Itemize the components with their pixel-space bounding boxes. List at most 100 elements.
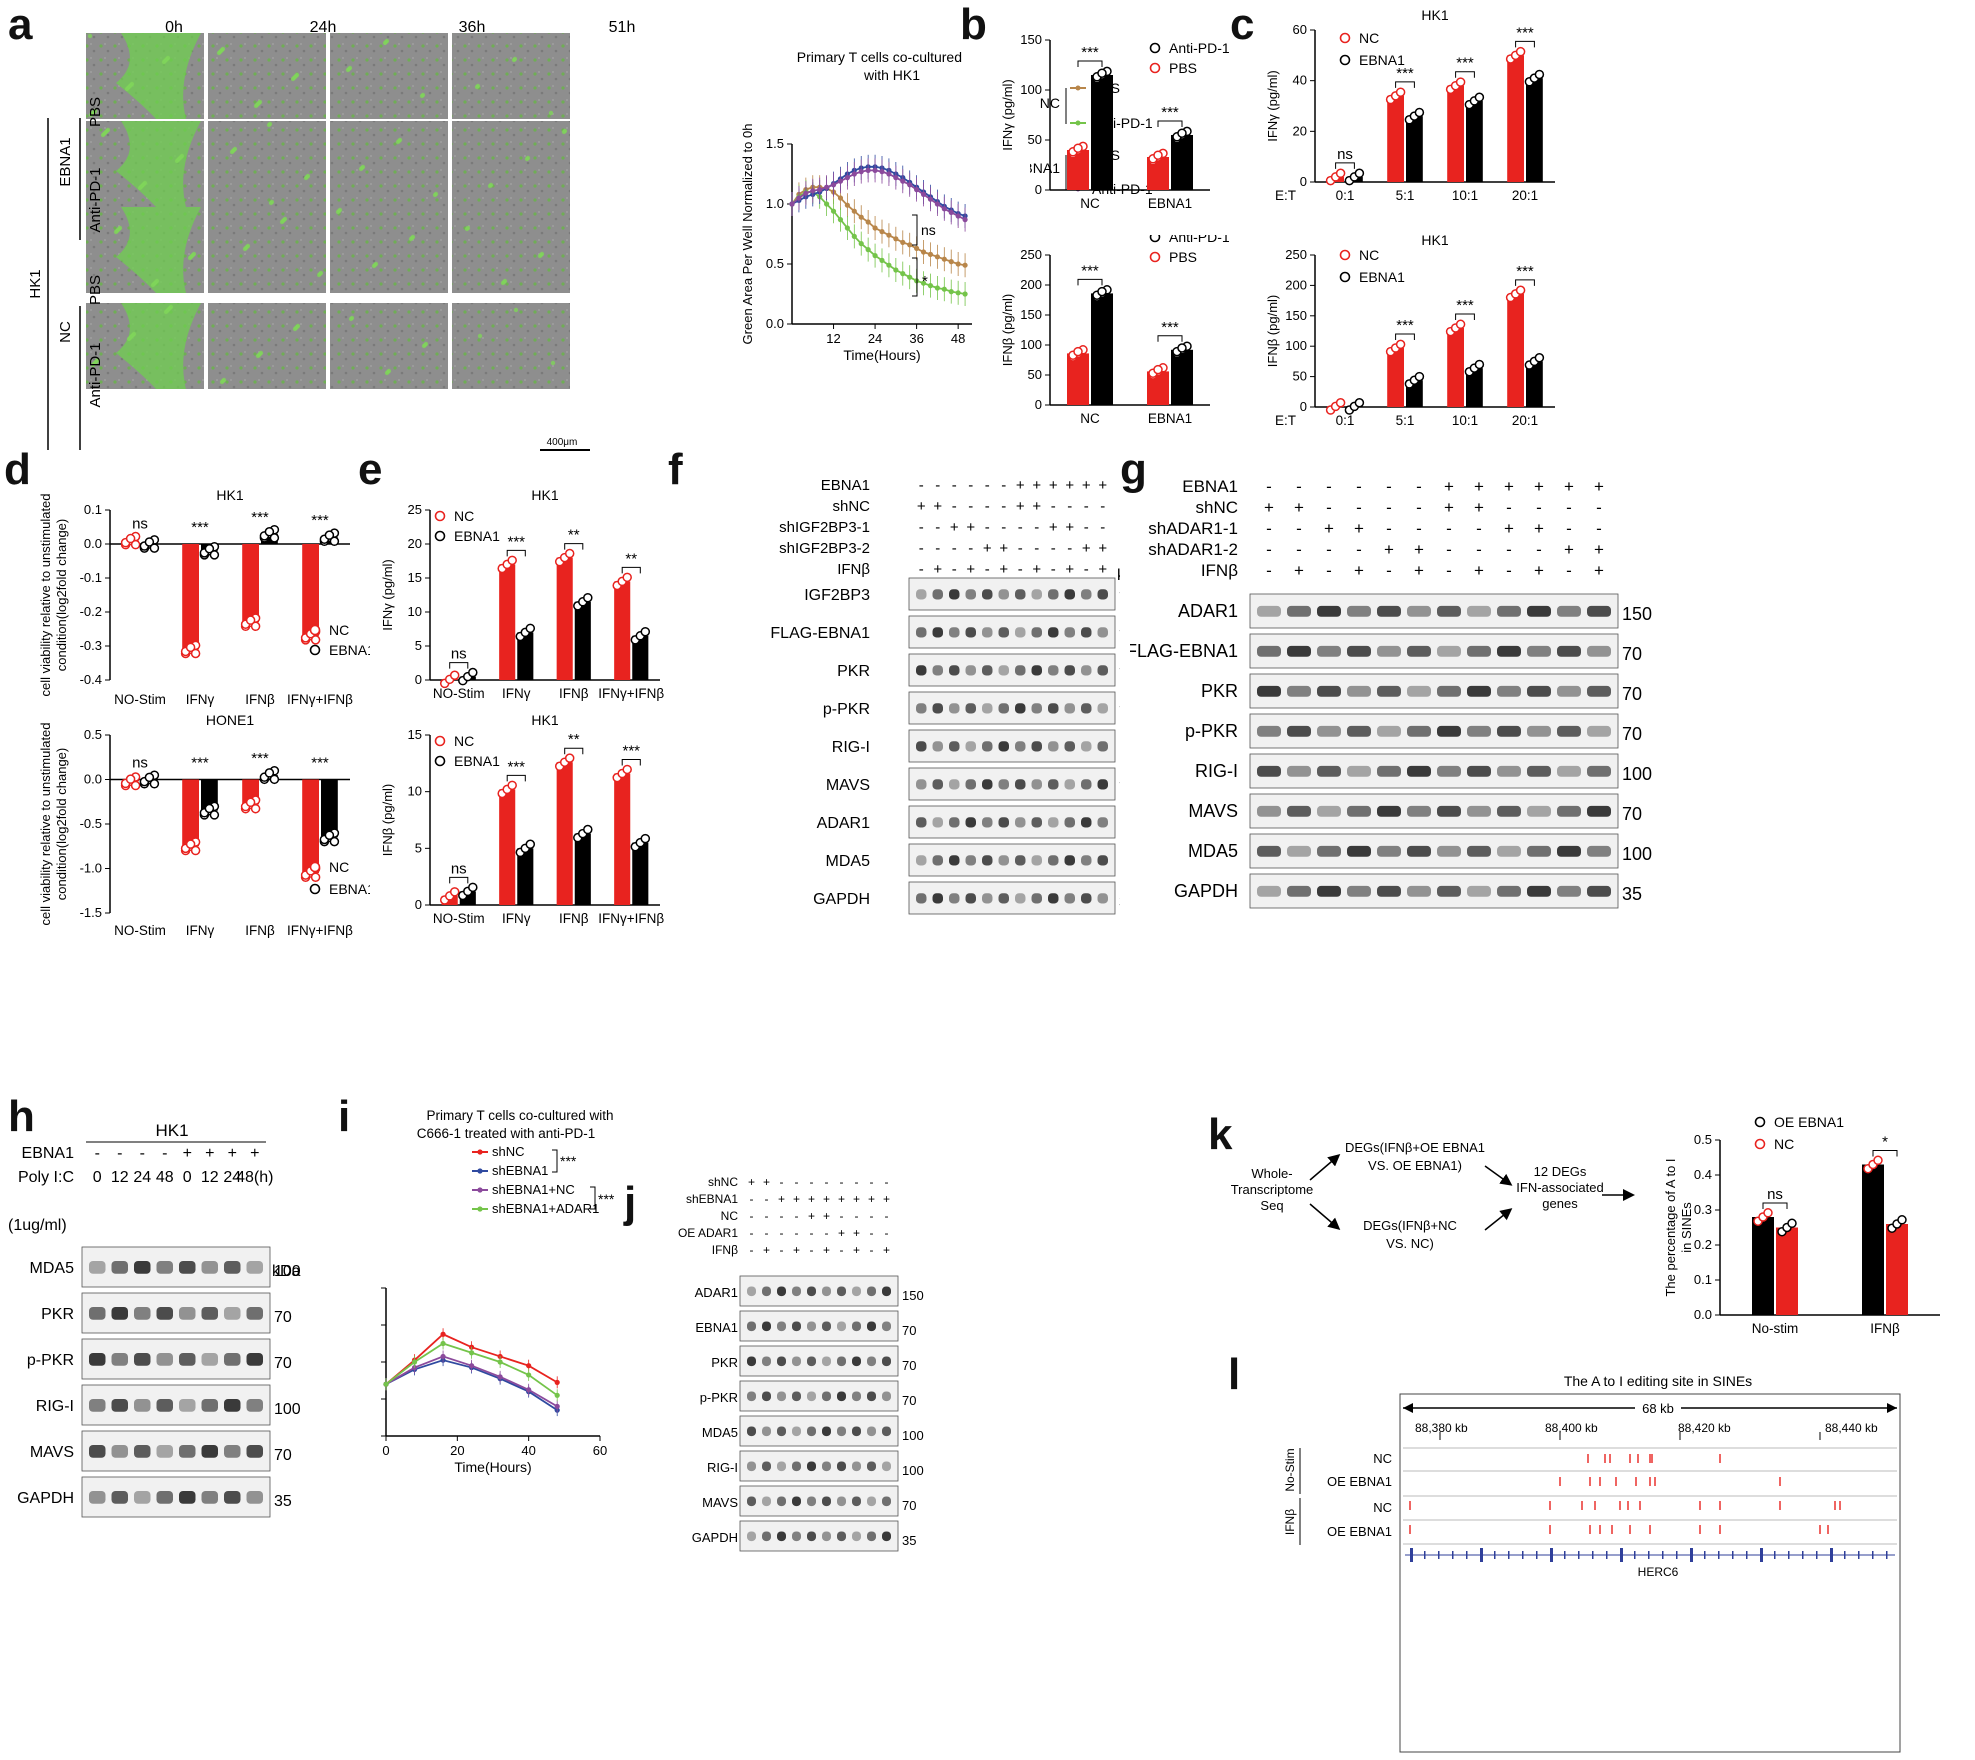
blot-kda: 70 — [1622, 724, 1642, 744]
blot-h: EBNA1- - - - + + + +Poly I:C 0 12 24 48 0 12 2448(h)kD… — [8, 1121, 301, 1518]
blot-band — [762, 1531, 771, 1542]
gene-exon — [1760, 1548, 1763, 1562]
bar — [1387, 95, 1404, 182]
blot-band — [1587, 845, 1611, 857]
category-label: IFNγ — [502, 686, 531, 701]
blot-header-value: - — [840, 1209, 844, 1223]
blot-header-value: + — [205, 1145, 214, 1162]
blot-header-label: OE ADAR1 — [678, 1226, 738, 1240]
data-dot — [468, 667, 478, 678]
blot-header-value: - — [1296, 477, 1302, 496]
blot-band — [807, 1356, 816, 1367]
y-tick-label: 0.4 — [1694, 1167, 1712, 1182]
chart-title: HK1 — [1421, 232, 1448, 248]
data-dot — [1534, 69, 1545, 80]
blot-band — [1437, 765, 1461, 777]
blot-header-value: - — [795, 1209, 799, 1223]
data-point — [851, 208, 857, 214]
blot-header-value: + — [1049, 477, 1058, 494]
gene-exon — [1788, 1551, 1790, 1559]
green-cell-dot — [105, 127, 111, 133]
blot-header-value: - — [1296, 519, 1302, 538]
gene-exon — [1830, 1548, 1833, 1562]
legend-marker — [309, 644, 321, 656]
blot-band — [1587, 645, 1611, 657]
sig-bracket — [449, 662, 469, 669]
blot-band — [932, 741, 943, 752]
category-label: IFNγ — [502, 911, 531, 926]
data-point — [914, 245, 920, 251]
blot-band — [1377, 765, 1401, 777]
data-point — [934, 201, 940, 207]
green-cell-area — [116, 121, 201, 207]
blot-header-value: + — [1082, 540, 1091, 557]
blot-band — [179, 1307, 196, 1320]
blot-band — [777, 1426, 786, 1437]
blot-strip — [81, 1292, 271, 1334]
blot-band — [965, 665, 976, 676]
chart-k-ato-i: 0.0 0.1 0.2 0.3 0.4 0.5 ns No-stim * IFNβ The perc… — [1663, 1114, 1940, 1336]
blot-header-value: - — [780, 1209, 784, 1223]
blot-kda: 35 — [1119, 894, 1120, 911]
y-tick-label: 20 — [408, 536, 422, 551]
blot-kda: 70 — [274, 1309, 292, 1326]
blot-header-label: shADAR1-1 — [1148, 519, 1238, 538]
data-point — [789, 201, 795, 207]
gene-exon — [1480, 1548, 1483, 1562]
blot-band — [111, 1491, 128, 1504]
blot-band — [822, 1286, 831, 1297]
k-deg1-1: DEGs(IFNβ+OE EBNA1 — [1345, 1140, 1485, 1155]
y-tick-label: 150 — [1020, 307, 1042, 322]
data-dot — [1177, 128, 1187, 138]
blot-band — [777, 1391, 786, 1402]
i-title-1: Primary T cells co-cultured with — [426, 1108, 613, 1123]
data-point — [934, 285, 940, 291]
data-dot — [1354, 397, 1365, 408]
blot-band — [111, 1307, 128, 1320]
blot-header-value: + — [966, 561, 975, 578]
blot-band — [1407, 885, 1431, 897]
data-dot — [449, 670, 460, 680]
blot-band — [762, 1391, 771, 1402]
blot-header-value: - — [1051, 498, 1056, 515]
legend-marker — [1149, 251, 1161, 263]
blot-band — [916, 589, 927, 600]
legend-marker — [1149, 62, 1161, 74]
data-dot — [185, 839, 196, 849]
blot-band — [916, 703, 927, 714]
blot-header-value: + — [1444, 498, 1454, 517]
blot-header-value: + — [933, 498, 942, 515]
category-label: NC — [1080, 411, 1100, 426]
blot-band — [134, 1491, 151, 1504]
blot-strip — [908, 691, 1116, 725]
blot-header-value: - — [1596, 498, 1602, 517]
blot-header-value: - — [1386, 561, 1392, 580]
blot-band-label: MDA5 — [30, 1260, 75, 1277]
blot-band — [882, 1286, 891, 1297]
micrograph-tile — [208, 121, 326, 207]
blot-band — [201, 1399, 218, 1412]
category-label: NO-Stim — [433, 686, 485, 701]
blot-band — [224, 1491, 241, 1504]
y-tick-label: -0.3 — [80, 638, 102, 653]
data-point — [383, 1381, 389, 1387]
blot-band — [1287, 845, 1311, 857]
blot-header-label: shNC — [832, 498, 870, 515]
blot-header-value: - — [1356, 477, 1362, 496]
data-dot — [525, 839, 536, 850]
blot-band — [1497, 885, 1521, 897]
legend-label: NC — [454, 508, 474, 524]
blot-band — [224, 1307, 241, 1320]
sig-bracket — [564, 543, 584, 550]
green-cell-dot — [154, 278, 160, 284]
blot-band — [1557, 645, 1581, 657]
blot-band — [965, 703, 976, 714]
green-cell-dot — [220, 46, 226, 52]
sig-bracket — [1395, 81, 1415, 88]
data-point — [927, 251, 934, 257]
data-point — [844, 225, 850, 231]
blot-band — [111, 1445, 128, 1458]
blot-header-value: + — [853, 1226, 860, 1240]
green-cell-dot — [373, 261, 379, 267]
blot-band — [916, 627, 927, 638]
